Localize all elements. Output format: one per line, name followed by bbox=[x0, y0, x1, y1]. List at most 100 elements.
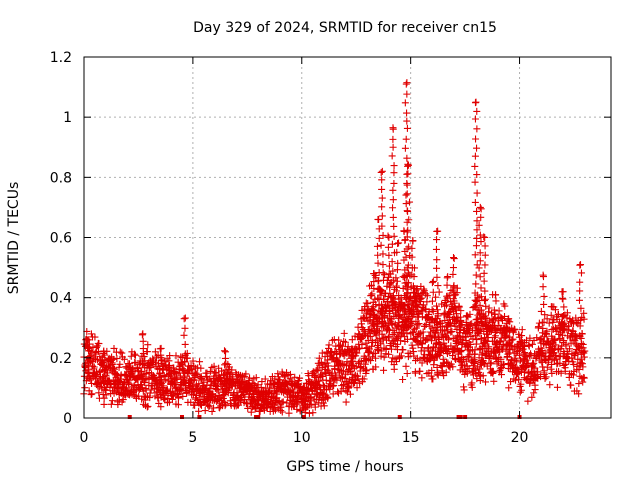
data-point bbox=[463, 342, 471, 350]
data-point bbox=[403, 117, 411, 125]
data-point bbox=[279, 398, 287, 406]
data-point bbox=[385, 309, 393, 317]
data-point bbox=[553, 383, 561, 391]
data-point bbox=[361, 354, 369, 362]
data-point bbox=[490, 306, 498, 314]
data-point bbox=[471, 357, 479, 365]
data-point bbox=[384, 243, 392, 251]
data-point bbox=[130, 382, 138, 390]
data-point bbox=[492, 297, 500, 305]
data-point bbox=[487, 359, 495, 367]
data-point bbox=[220, 391, 228, 399]
data-point bbox=[423, 298, 431, 306]
data-point bbox=[481, 321, 489, 329]
data-point bbox=[428, 297, 436, 305]
data-point bbox=[477, 284, 485, 292]
data-point bbox=[481, 287, 489, 295]
data-point bbox=[498, 316, 506, 324]
data-point bbox=[296, 407, 304, 415]
data-point bbox=[342, 338, 350, 346]
zero-data-point bbox=[458, 415, 463, 419]
data-point bbox=[563, 309, 571, 317]
data-point bbox=[401, 144, 409, 152]
data-point bbox=[180, 331, 188, 339]
data-point bbox=[444, 318, 452, 326]
data-point bbox=[272, 399, 280, 407]
data-point bbox=[375, 335, 383, 343]
data-point bbox=[543, 315, 551, 323]
data-point bbox=[554, 310, 562, 318]
data-point bbox=[519, 342, 527, 350]
data-point bbox=[473, 217, 481, 225]
data-point bbox=[386, 281, 394, 289]
data-point bbox=[311, 403, 319, 411]
data-point bbox=[541, 311, 549, 319]
data-point bbox=[472, 324, 480, 332]
data-point bbox=[144, 341, 152, 349]
data-point bbox=[380, 353, 388, 361]
data-point bbox=[540, 292, 548, 300]
data-point bbox=[221, 354, 229, 362]
data-point bbox=[401, 99, 409, 107]
data-point bbox=[408, 244, 416, 252]
data-point bbox=[119, 396, 127, 404]
data-point bbox=[463, 369, 471, 377]
data-point bbox=[363, 366, 371, 374]
data-point bbox=[420, 287, 428, 295]
data-point bbox=[409, 237, 417, 245]
data-point bbox=[530, 359, 538, 367]
data-point bbox=[138, 384, 146, 392]
data-point bbox=[158, 384, 166, 392]
data-point bbox=[545, 319, 553, 327]
data-point bbox=[434, 310, 442, 318]
data-point bbox=[326, 385, 334, 393]
data-point bbox=[368, 353, 376, 361]
data-point bbox=[549, 339, 557, 347]
data-point bbox=[221, 347, 229, 355]
data-point bbox=[313, 365, 321, 373]
data-point bbox=[318, 390, 326, 398]
data-point bbox=[406, 349, 414, 357]
data-point bbox=[373, 242, 381, 250]
data-point bbox=[433, 236, 441, 244]
y-axis-label: SRMTID / TECUs bbox=[6, 182, 22, 295]
data-point bbox=[428, 315, 436, 323]
x-tick-label: 10 bbox=[293, 430, 311, 446]
data-point bbox=[358, 320, 366, 328]
data-point bbox=[473, 261, 481, 269]
data-point bbox=[389, 186, 397, 194]
data-point bbox=[92, 344, 100, 352]
data-point bbox=[463, 312, 471, 320]
data-point bbox=[181, 324, 189, 332]
data-point bbox=[370, 278, 378, 286]
data-point bbox=[403, 272, 411, 280]
data-point bbox=[180, 315, 188, 323]
data-point bbox=[485, 353, 493, 361]
data-point bbox=[433, 227, 441, 235]
data-point bbox=[244, 404, 252, 412]
data-point bbox=[384, 232, 392, 240]
data-point bbox=[219, 394, 227, 402]
data-point bbox=[491, 314, 499, 322]
data-point bbox=[543, 327, 551, 335]
data-point bbox=[542, 373, 550, 381]
data-point bbox=[315, 354, 323, 362]
data-point bbox=[114, 401, 122, 409]
data-point bbox=[390, 312, 398, 320]
x-tick-label: 5 bbox=[188, 430, 197, 446]
data-point bbox=[374, 294, 382, 302]
data-point bbox=[403, 283, 411, 291]
data-point bbox=[434, 282, 442, 290]
data-point bbox=[482, 302, 490, 310]
data-point bbox=[174, 401, 182, 409]
data-point bbox=[84, 336, 92, 344]
data-point bbox=[271, 398, 279, 406]
data-point bbox=[393, 277, 401, 285]
data-point bbox=[404, 170, 412, 178]
data-point bbox=[138, 368, 146, 376]
data-point bbox=[342, 398, 350, 406]
data-point bbox=[548, 369, 556, 377]
data-point bbox=[433, 302, 441, 310]
data-point bbox=[222, 378, 230, 386]
